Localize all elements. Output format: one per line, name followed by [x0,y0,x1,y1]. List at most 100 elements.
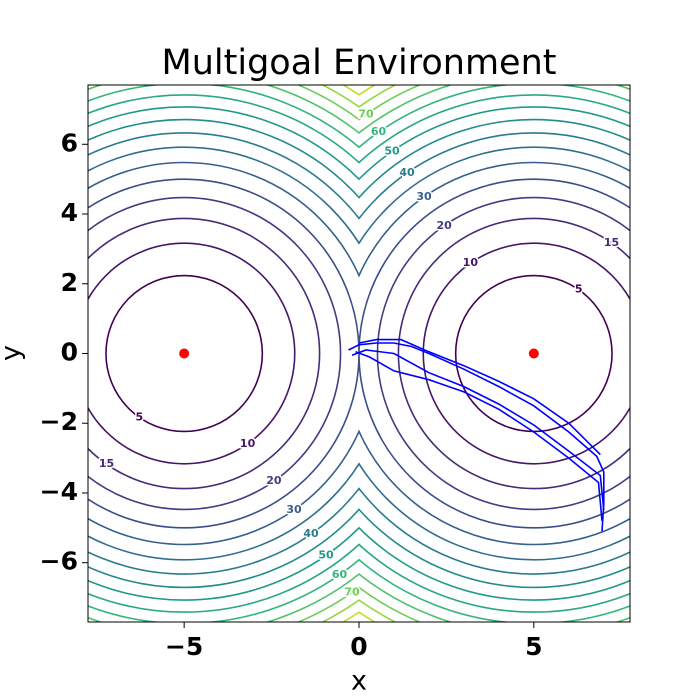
contour-half [359,85,422,622]
contour-label: 70 [344,585,360,598]
contour-line [88,106,359,601]
y-axis-label: y [0,345,27,361]
contour-half [105,274,264,433]
contour-group [359,146,630,561]
contour-half [359,118,630,589]
contour-label: 40 [399,166,415,179]
contour-line [88,94,359,613]
contour-half [376,196,630,511]
contour-line [88,196,342,511]
contour-line [359,118,630,589]
contour-line [359,85,422,622]
contour-label: 30 [286,503,302,516]
contour-group [359,106,630,601]
contour-line [88,217,321,490]
contour-label: 15 [99,457,114,470]
chart-title: Multigoal Environment [162,43,557,83]
x-tick-label: 0 [350,632,367,661]
contour-line [359,85,377,622]
contour-group [359,85,422,622]
x-axis-label: x [351,666,367,697]
goal [528,348,539,359]
contour-line [359,161,630,546]
contour-line [359,178,630,529]
contour-line [422,242,630,465]
contour-label: 60 [332,568,348,581]
contour-label: 15 [604,236,619,249]
contour-half [359,106,630,601]
contour-group [359,85,377,622]
contour-label: 20 [436,219,452,232]
contour-group [422,242,630,465]
contour-half [359,94,630,613]
contour-group [88,242,296,465]
contour-group [359,94,630,613]
contour-half [88,106,359,601]
x-tick-label: −5 [165,632,203,661]
contour-half [359,85,377,622]
contour-half [359,178,630,529]
trajectory [351,349,605,511]
contour-line [88,161,359,546]
contour-group [359,161,630,546]
y-tick-label: −6 [40,547,78,576]
contour-label: 30 [416,190,432,203]
contour-line [359,132,630,575]
contour-label: 10 [463,256,479,269]
contour-group [376,196,630,511]
contour-group [105,274,264,433]
contour-group [88,217,321,490]
contour-line [88,118,359,589]
contour-line [359,94,630,613]
contour-group [88,146,359,561]
contour-line [88,178,359,529]
contour-group [88,178,359,529]
y-tick-label: 4 [61,198,78,227]
contour-label: 40 [303,527,319,540]
contour-half [359,146,630,561]
contour-group [359,118,630,589]
contour-label: 10 [240,437,256,450]
trajectory [355,351,603,521]
contour-half [359,132,630,575]
contour-half [88,196,342,511]
contours [88,85,630,622]
contour-half [88,217,321,490]
contour-line [359,106,630,601]
contour-half [88,242,296,465]
y-tick-label: −2 [40,407,78,436]
contour-line [359,146,630,561]
contour-label: 5 [575,283,583,296]
contour-half [359,85,630,622]
y-tick-label: 6 [61,128,78,157]
goal [179,348,190,359]
contour-group [88,132,359,575]
trajectories [348,338,605,532]
contour-half [88,132,359,575]
y-tick-label: −4 [40,477,78,506]
contour-half [422,242,630,465]
contour-line [397,217,630,490]
trajectory [358,338,601,456]
contour-half [88,146,359,561]
contour-group [88,106,359,601]
contour-line [376,196,630,511]
contour-label: 5 [135,410,143,423]
contour-group [359,178,630,529]
contour-half [359,161,630,546]
contour-half [88,94,359,613]
contour-label: 60 [371,125,387,138]
contour-group [397,217,630,490]
contour-half [88,161,359,546]
contour-label: 50 [384,145,400,158]
contour-group [88,161,359,546]
contour-half [397,217,630,490]
y-tick-label: 2 [61,268,78,297]
contour-half [88,118,359,589]
contour-group [88,94,359,613]
contour-line [88,146,359,561]
contour-label: 20 [266,474,282,487]
y-tick-label: 0 [61,338,78,367]
contour-line [88,132,359,575]
